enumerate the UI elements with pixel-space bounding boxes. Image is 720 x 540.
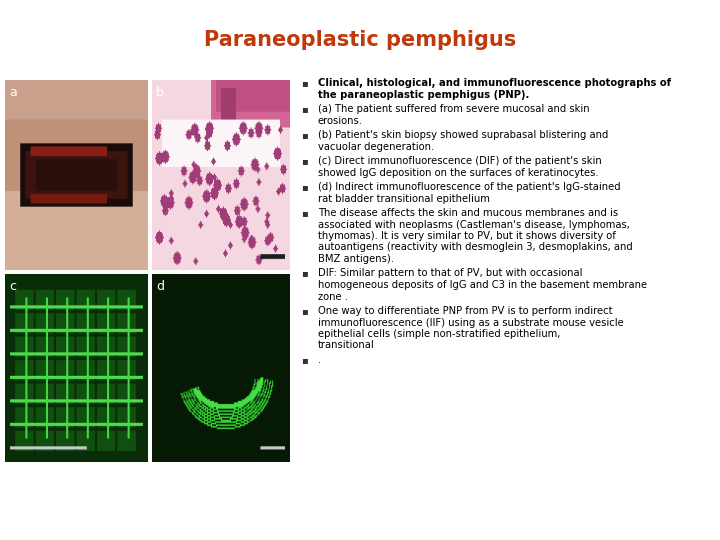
Text: homogeneous deposits of IgG and C3 in the basement membrane: homogeneous deposits of IgG and C3 in th… <box>318 280 647 290</box>
Text: .: . <box>318 355 321 365</box>
Text: erosions.: erosions. <box>318 116 363 125</box>
Text: (d) Indirect immunofluorescence of the patient's IgG-stained: (d) Indirect immunofluorescence of the p… <box>318 182 621 192</box>
Text: ▪: ▪ <box>301 268 308 279</box>
Text: ▪: ▪ <box>301 104 308 114</box>
Text: a: a <box>9 86 17 99</box>
Text: The disease affects the skin and mucous membranes and is: The disease affects the skin and mucous … <box>318 208 618 218</box>
Text: the paraneoplastic pemphigus (PNP).: the paraneoplastic pemphigus (PNP). <box>318 90 529 99</box>
Text: rat bladder transitional epithelium: rat bladder transitional epithelium <box>318 193 490 204</box>
Text: ▪: ▪ <box>301 306 308 316</box>
Text: d: d <box>156 280 164 293</box>
Text: ▪: ▪ <box>301 156 308 166</box>
Text: zone .: zone . <box>318 292 348 301</box>
Text: (b) Patient's skin biopsy showed suprabasal blistering and: (b) Patient's skin biopsy showed supraba… <box>318 130 608 140</box>
Text: b: b <box>156 86 164 99</box>
Text: vacuolar degeneration.: vacuolar degeneration. <box>318 141 434 152</box>
Text: immunofluorescence (IIF) using as a substrate mouse vesicle: immunofluorescence (IIF) using as a subs… <box>318 318 624 327</box>
Text: DIF: Similar pattern to that of PV, but with occasional: DIF: Similar pattern to that of PV, but … <box>318 268 582 279</box>
Text: Paraneoplastic pemphigus: Paraneoplastic pemphigus <box>204 30 516 50</box>
Text: transitional: transitional <box>318 341 374 350</box>
Text: epithelial cells (simple non-stratified epithelium,: epithelial cells (simple non-stratified … <box>318 329 560 339</box>
Text: c: c <box>9 280 17 293</box>
Text: ▪: ▪ <box>301 355 308 365</box>
Text: ▪: ▪ <box>301 182 308 192</box>
Text: (c) Direct immunofluorescence (DIF) of the patient's skin: (c) Direct immunofluorescence (DIF) of t… <box>318 156 602 166</box>
Text: associated with neoplasms (Castleman's disease, lymphomas,: associated with neoplasms (Castleman's d… <box>318 219 630 230</box>
Text: (a) The patient suffered from severe mucosal and skin: (a) The patient suffered from severe muc… <box>318 104 590 114</box>
Text: autoantigens (reactivity with desmoglein 3, desmoplakins, and: autoantigens (reactivity with desmoglein… <box>318 242 633 253</box>
Text: BMZ antigens).: BMZ antigens). <box>318 254 394 264</box>
Text: ▪: ▪ <box>301 208 308 218</box>
Text: thymomas). It is very similar to PV, but it shows diversity of: thymomas). It is very similar to PV, but… <box>318 231 616 241</box>
Text: Clinical, histological, and immunofluorescence photographs of: Clinical, histological, and immunofluore… <box>318 78 671 88</box>
Text: ▪: ▪ <box>301 78 308 88</box>
Text: One way to differentiate PNP from PV is to perform indirect: One way to differentiate PNP from PV is … <box>318 306 613 316</box>
Text: ▪: ▪ <box>301 130 308 140</box>
Text: showed IgG deposition on the surfaces of keratinocytes.: showed IgG deposition on the surfaces of… <box>318 167 598 178</box>
